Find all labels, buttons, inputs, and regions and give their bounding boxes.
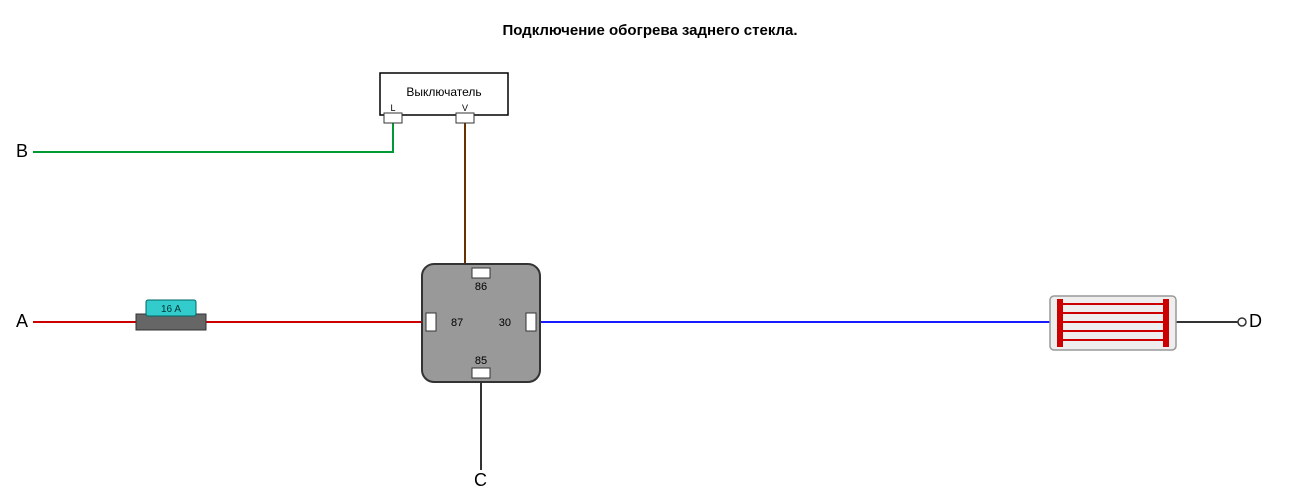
relay-pin-30 [526, 313, 536, 331]
switch-pin-L [384, 113, 402, 123]
relay-pin-86 [472, 268, 490, 278]
switch: Выключатель L V [380, 73, 508, 123]
relay-pin-86-label: 86 [475, 281, 487, 293]
wire-switch-V-to-relay-86 [465, 122, 481, 270]
relay-pin-85-label: 85 [475, 355, 487, 367]
switch-pin-V-label: V [462, 103, 468, 113]
switch-pin-V [456, 113, 474, 123]
relay-pin-87-label: 87 [451, 317, 463, 329]
relay: 86 87 30 85 [422, 264, 540, 382]
relay-pin-85 [472, 368, 490, 378]
fuse-rating: 16 A [161, 304, 181, 315]
switch-label: Выключатель [406, 85, 481, 99]
wiring-diagram: Выключатель L V 16 A 86 87 30 85 [0, 0, 1300, 500]
rear-window-heater [1050, 296, 1176, 350]
fuse: 16 A [136, 300, 206, 330]
switch-pin-L-label: L [390, 103, 395, 113]
relay-pin-87 [426, 313, 436, 331]
terminal-D-ring [1238, 318, 1246, 326]
relay-pin-30-label: 30 [499, 317, 511, 329]
wire-B-to-switch-L [33, 122, 393, 152]
